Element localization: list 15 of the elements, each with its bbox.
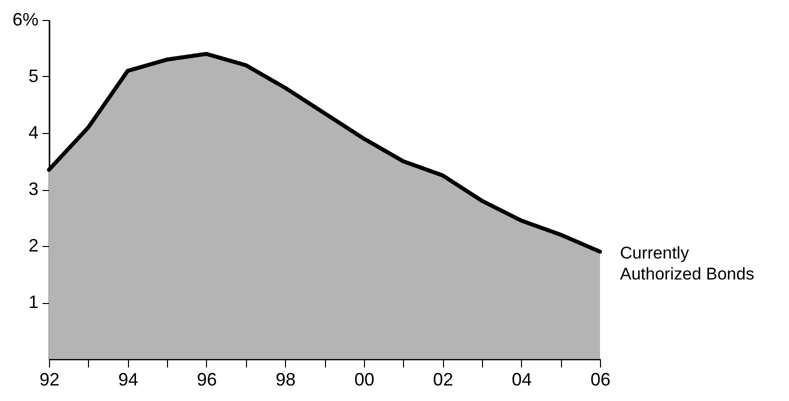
x-tick-label: 94 [118,370,138,390]
y-tick-label: 5 [28,66,38,86]
y-tick-label: 4 [28,122,38,142]
x-tick-label: 04 [512,370,532,390]
x-tick-label: 96 [196,370,217,390]
x-tick-label: 06 [590,370,611,390]
x-tick-label: 92 [39,370,60,390]
series-label: Currently Authorized Bonds [620,244,754,284]
y-tick-label: 1 [28,292,38,312]
x-tick-label: 00 [354,370,374,390]
y-tick-label: 2 [28,236,38,256]
x-tick-label: 02 [433,370,454,390]
y-tick-label: 6% [12,10,38,30]
y-tick-label: 3 [28,179,38,199]
x-tick-label: 98 [276,370,296,390]
